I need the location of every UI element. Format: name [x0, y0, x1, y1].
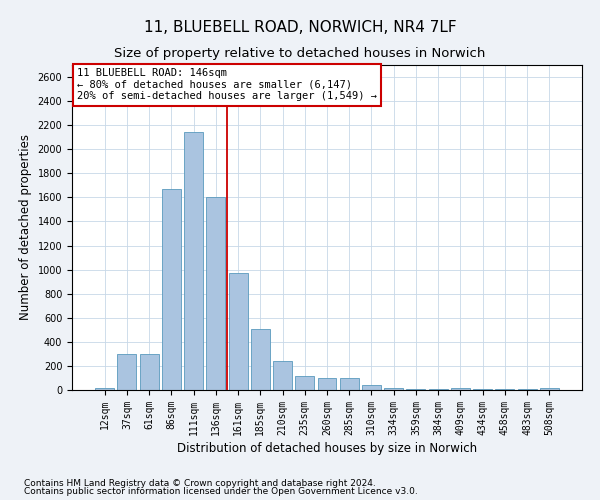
X-axis label: Distribution of detached houses by size in Norwich: Distribution of detached houses by size … [177, 442, 477, 455]
Text: 11, BLUEBELL ROAD, NORWICH, NR4 7LF: 11, BLUEBELL ROAD, NORWICH, NR4 7LF [143, 20, 457, 35]
Bar [451, 388, 470, 390]
Text: Contains HM Land Registry data © Crown copyright and database right 2024.: Contains HM Land Registry data © Crown c… [24, 478, 376, 488]
Bar [317, 378, 337, 390]
Bar [229, 273, 248, 390]
Bar [362, 385, 381, 390]
Text: 11 BLUEBELL ROAD: 146sqm
← 80% of detached houses are smaller (6,147)
20% of sem: 11 BLUEBELL ROAD: 146sqm ← 80% of detach… [77, 68, 377, 102]
Y-axis label: Number of detached properties: Number of detached properties [19, 134, 32, 320]
Text: Contains public sector information licensed under the Open Government Licence v3: Contains public sector information licen… [24, 488, 418, 496]
Bar [140, 354, 158, 390]
Bar [384, 388, 403, 390]
Bar [162, 189, 181, 390]
Bar [295, 376, 314, 390]
Text: Size of property relative to detached houses in Norwich: Size of property relative to detached ho… [115, 48, 485, 60]
Bar [251, 329, 270, 390]
Bar [184, 132, 203, 390]
Bar [340, 378, 359, 390]
Bar [273, 360, 292, 390]
Bar [540, 388, 559, 390]
Bar [206, 198, 225, 390]
Bar [95, 388, 114, 390]
Bar [118, 354, 136, 390]
